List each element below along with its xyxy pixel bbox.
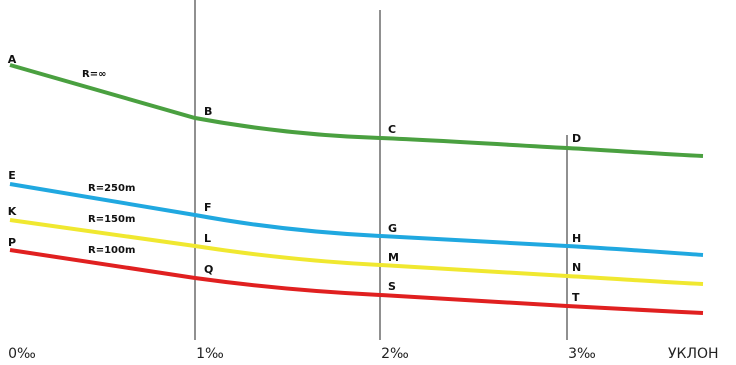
point-label: N xyxy=(572,261,581,274)
point-label: L xyxy=(204,232,211,245)
point-label: E xyxy=(8,169,16,182)
curve-green xyxy=(9,63,704,158)
curve-yellow xyxy=(9,218,704,286)
point-label: Q xyxy=(204,263,213,276)
curve-red xyxy=(9,248,704,315)
point-label: F xyxy=(204,201,212,214)
curve-blue xyxy=(9,182,704,257)
x-tick-label: 2‰ xyxy=(381,346,409,362)
labels: R=∞ A B C D R=250m E F G H R=150m K L M N R=100m P Q S T 0‰ 1… xyxy=(8,53,719,362)
radius-label: R=150m xyxy=(88,214,135,225)
point-label: G xyxy=(388,222,397,235)
point-label: M xyxy=(388,251,399,264)
x-tick-label: 0‰ xyxy=(8,346,36,362)
guides xyxy=(194,0,568,340)
point-label: B xyxy=(204,105,212,118)
point-label: K xyxy=(8,205,17,218)
axis-title: УКЛОН xyxy=(668,346,719,362)
point-label: H xyxy=(572,232,581,245)
point-label: P xyxy=(8,236,16,249)
x-tick-label: 3‰ xyxy=(568,346,596,362)
point-label: T xyxy=(572,291,580,304)
point-label: C xyxy=(388,123,396,136)
radius-label: R=∞ xyxy=(82,69,106,80)
point-label: A xyxy=(8,53,17,66)
radius-label: R=100m xyxy=(88,245,135,256)
point-label: S xyxy=(388,280,396,293)
point-label: D xyxy=(572,132,581,145)
radius-label: R=250m xyxy=(88,183,135,194)
x-tick-label: 1‰ xyxy=(196,346,224,362)
